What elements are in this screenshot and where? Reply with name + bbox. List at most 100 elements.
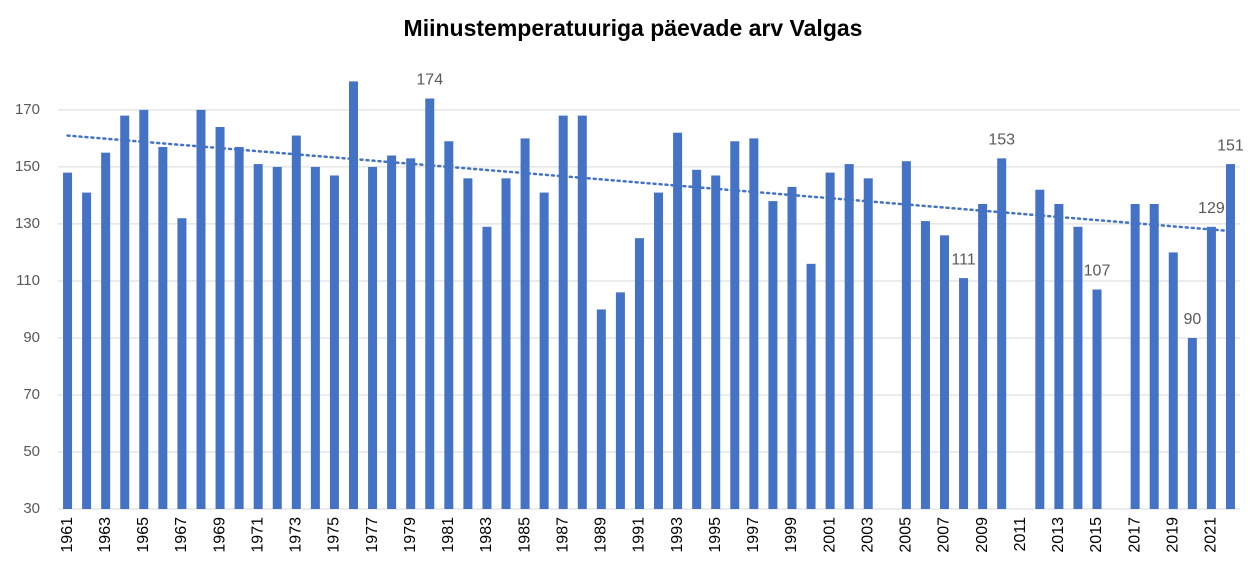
bar (539, 192, 549, 509)
y-tick-label: 130 (15, 215, 40, 232)
x-tick-label: 2005 (898, 517, 915, 553)
bar (1149, 203, 1159, 509)
data-label: 129 (1198, 200, 1225, 217)
chart-title: Miinustemperatuuriga päevade arv Valgas (404, 15, 863, 41)
trendline (66, 134, 1232, 233)
y-tick-label: 50 (23, 443, 40, 460)
x-tick-label: 1977 (364, 517, 381, 553)
x-tick-label: 1981 (440, 517, 457, 553)
bar (711, 175, 721, 509)
y-tick-label: 150 (15, 158, 40, 175)
bar (596, 309, 606, 509)
x-tick-label: 2015 (1088, 517, 1105, 553)
data-label: 111 (951, 251, 975, 268)
bar (863, 178, 873, 509)
bar (901, 161, 911, 510)
bar (329, 175, 339, 509)
bar (787, 186, 797, 509)
bar (978, 203, 988, 509)
bar (1092, 289, 1102, 509)
x-tick-label: 2001 (821, 517, 838, 553)
x-tick-label: 1961 (59, 517, 76, 553)
x-tick-label: 1979 (402, 517, 419, 553)
data-label: 107 (1084, 263, 1111, 280)
bar (520, 138, 530, 509)
x-tick-label: 1991 (631, 517, 648, 553)
y-tick-label: 110 (16, 272, 40, 289)
bar (158, 146, 168, 509)
bar (844, 164, 854, 510)
x-tick-label: 1967 (173, 517, 190, 553)
bar (749, 138, 759, 509)
x-tick-label: 1973 (288, 517, 305, 553)
y-tick-label: 30 (23, 500, 40, 517)
x-tick-label: 1997 (745, 517, 762, 553)
bar (291, 135, 301, 509)
bar (1073, 226, 1083, 510)
bar (139, 109, 149, 509)
bar (444, 141, 454, 509)
y-tick-label: 90 (23, 329, 40, 346)
x-tick-label: 1963 (97, 517, 114, 553)
bar (463, 178, 473, 509)
bar (673, 132, 683, 509)
data-label: 90 (1183, 311, 1201, 328)
bar (577, 115, 587, 510)
x-tick-label: 1971 (249, 517, 266, 553)
x-tick-label: 2017 (1126, 517, 1143, 553)
bar (368, 166, 378, 510)
bar (501, 178, 511, 509)
bar (1187, 337, 1197, 509)
x-tick-label: 2003 (859, 517, 876, 553)
x-tick-label: 1993 (669, 517, 686, 553)
data-label: 151 (1217, 137, 1244, 154)
bar (768, 201, 778, 509)
bar (63, 172, 73, 509)
bar (692, 169, 702, 510)
x-tick-label: 2019 (1164, 517, 1181, 553)
bar (920, 221, 930, 509)
bar (959, 278, 969, 509)
bar (615, 292, 625, 509)
bar (1225, 164, 1235, 510)
bar (177, 218, 187, 509)
x-tick-label: 1987 (554, 517, 571, 553)
bar (349, 81, 358, 510)
x-tick-label: 1969 (211, 517, 228, 553)
x-tick-label: 2013 (1050, 517, 1067, 553)
bar (253, 164, 263, 510)
bar (940, 235, 949, 510)
bar (82, 192, 92, 509)
bar (558, 115, 568, 510)
bar (634, 238, 644, 510)
bar (234, 146, 244, 509)
x-tick-label: 1983 (478, 517, 495, 553)
bar (101, 152, 111, 510)
x-tick-label: 2007 (936, 517, 953, 553)
x-tick-label: 2011 (1012, 517, 1029, 552)
bar (1130, 203, 1140, 509)
bar (406, 158, 416, 510)
bar (1168, 252, 1178, 509)
bar (997, 158, 1007, 510)
bar (196, 109, 206, 509)
data-label: 153 (988, 132, 1015, 149)
x-tick-label: 1989 (593, 517, 610, 553)
bar (806, 263, 816, 509)
bar (482, 226, 492, 510)
x-tick-label: 2009 (974, 517, 991, 553)
x-tick-label: 2021 (1203, 517, 1220, 553)
data-label: 174 (416, 72, 443, 89)
bar (425, 98, 435, 509)
bar (825, 172, 835, 509)
x-tick-label: 1999 (783, 517, 800, 553)
y-tick-label: 170 (15, 101, 40, 118)
x-tick-label: 1995 (707, 517, 724, 553)
x-tick-label: 1975 (326, 517, 343, 553)
x-tick-label: 1985 (516, 517, 533, 553)
bar (215, 127, 225, 509)
bar (730, 141, 740, 509)
bar (387, 155, 397, 510)
bar (272, 166, 282, 510)
